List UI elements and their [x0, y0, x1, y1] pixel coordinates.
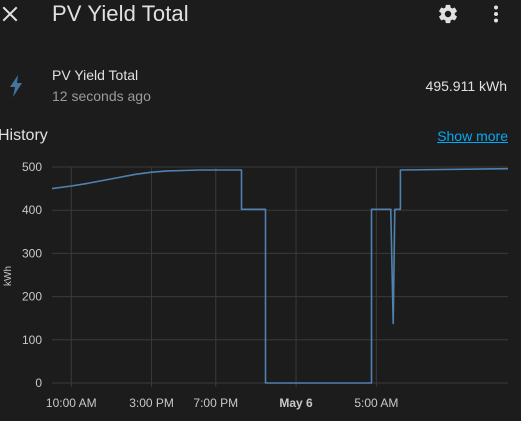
history-title: History — [0, 127, 48, 144]
x-tick-label: 3:00 PM — [129, 396, 174, 410]
gear-icon — [439, 4, 457, 24]
chart-y-ticks: 0 100 200 300 400 500 — [22, 160, 42, 390]
entity-icon-wrapper — [6, 74, 26, 98]
dialog-title: PV Yield Total — [52, 1, 189, 26]
entity-name: PV Yield Total — [52, 67, 139, 83]
chart-series-line — [51, 167, 509, 384]
settings-button[interactable] — [436, 2, 460, 26]
x-tick-label: 7:00 PM — [193, 396, 238, 410]
more-options-button[interactable] — [486, 2, 506, 26]
close-button[interactable] — [0, 2, 20, 26]
y-tick-label: 100 — [22, 333, 42, 347]
x-tick-label: 5:00 AM — [354, 396, 398, 410]
entity-state: 495.911 kWh — [425, 78, 507, 94]
close-icon — [2, 6, 18, 22]
chart-x-ticks: 10:00 AM 3:00 PM 7:00 PM May 6 5:00 AM — [46, 396, 398, 410]
show-more-link[interactable]: Show more — [437, 128, 508, 144]
entity-row: PV Yield Total 12 seconds ago 495.911 kW… — [0, 60, 521, 110]
dots-vertical-icon — [494, 5, 498, 23]
entity-last-changed: 12 seconds ago — [52, 88, 151, 104]
history-chart-svg: 0 100 200 300 400 500 10:00 AM 3:00 PM 7:00 PM M… — [3, 160, 509, 410]
history-chart[interactable]: 0 100 200 300 400 500 10:00 AM 3:00 PM 7:00 PM M… — [0, 150, 521, 421]
x-tick-label: 10:00 AM — [46, 396, 97, 410]
lightning-bolt-icon — [10, 75, 22, 97]
y-tick-label: 500 — [22, 160, 42, 174]
y-tick-label: 0 — [35, 376, 42, 390]
dialog-header: PV Yield Total — [0, 0, 521, 40]
x-tick-label: May 6 — [279, 396, 313, 410]
chart-grid — [52, 166, 508, 387]
y-axis-label: kWh — [3, 266, 14, 286]
y-tick-label: 400 — [22, 203, 42, 217]
y-tick-label: 300 — [22, 246, 42, 260]
y-tick-label: 200 — [22, 290, 42, 304]
